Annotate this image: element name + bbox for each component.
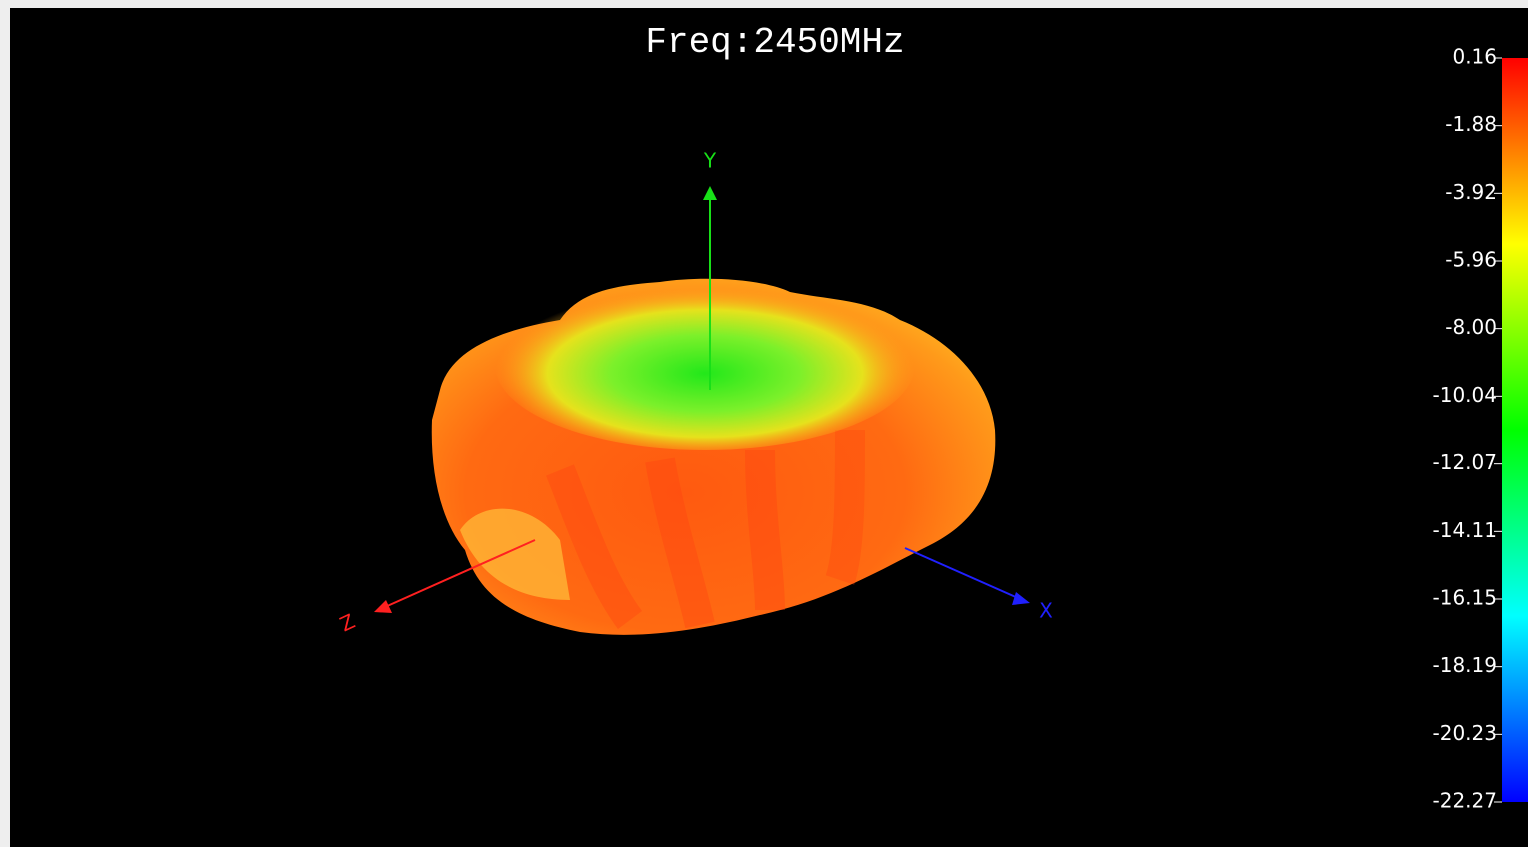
z-arrow [374,600,392,613]
x-axis-label: X [1039,599,1053,623]
colorbar-tick-label: -22.27 [1433,789,1497,813]
pattern-surface [431,278,996,635]
colorbar-tick-label: -18.19 [1433,653,1497,677]
y-arrow [703,186,717,200]
colorbar [1502,58,1528,802]
colorbar-tick-label: -16.15 [1433,586,1497,610]
z-axis [384,539,536,608]
colorbar-tick-label: -3.92 [1445,180,1497,204]
axes: Y Z X [336,149,1053,637]
colorbar-tick-label: -5.96 [1445,247,1497,271]
colorbar-tick-label: -8.00 [1445,315,1497,339]
colorbar-tick-label: -14.11 [1433,518,1497,542]
title: Freq:2450MHz [645,22,904,63]
x-axis [904,547,1019,599]
colorbar-tick-label: -10.04 [1433,383,1497,407]
colorbar-tick-label: -12.07 [1433,450,1497,474]
x-arrow [1012,592,1030,605]
y-axis-label: Y [703,149,717,173]
colorbar-tick-label: -20.23 [1433,721,1497,745]
colorbar-tick-label: 0.16 [1452,45,1497,69]
colorbar-tick-label: -1.88 [1445,112,1497,136]
